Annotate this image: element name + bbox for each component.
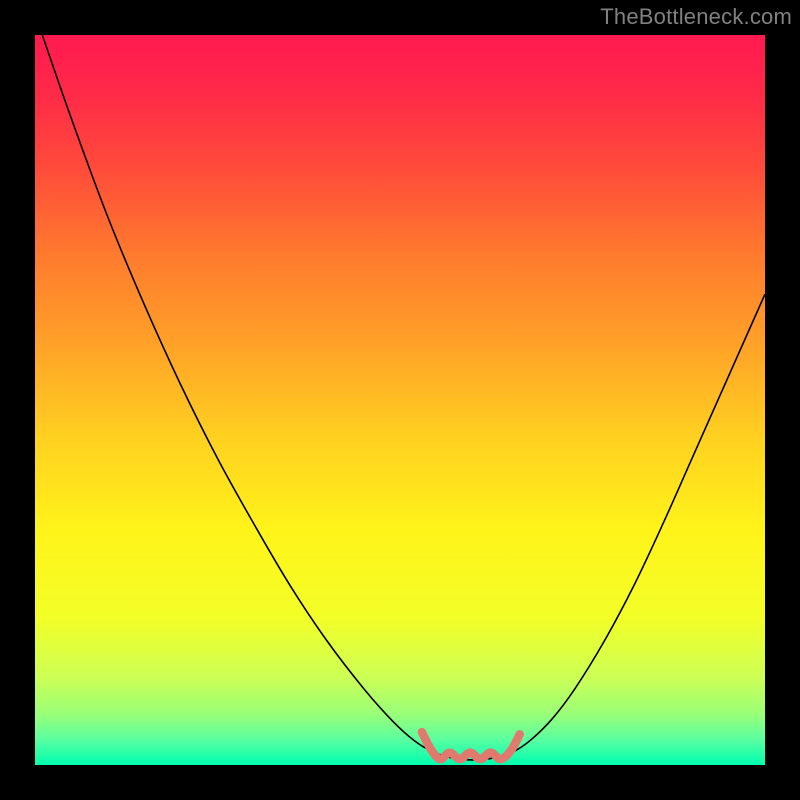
watermark-text: TheBottleneck.com [600,4,792,30]
bottleneck-chart [0,0,800,800]
gradient-background [35,35,765,765]
chart-stage: TheBottleneck.com [0,0,800,800]
